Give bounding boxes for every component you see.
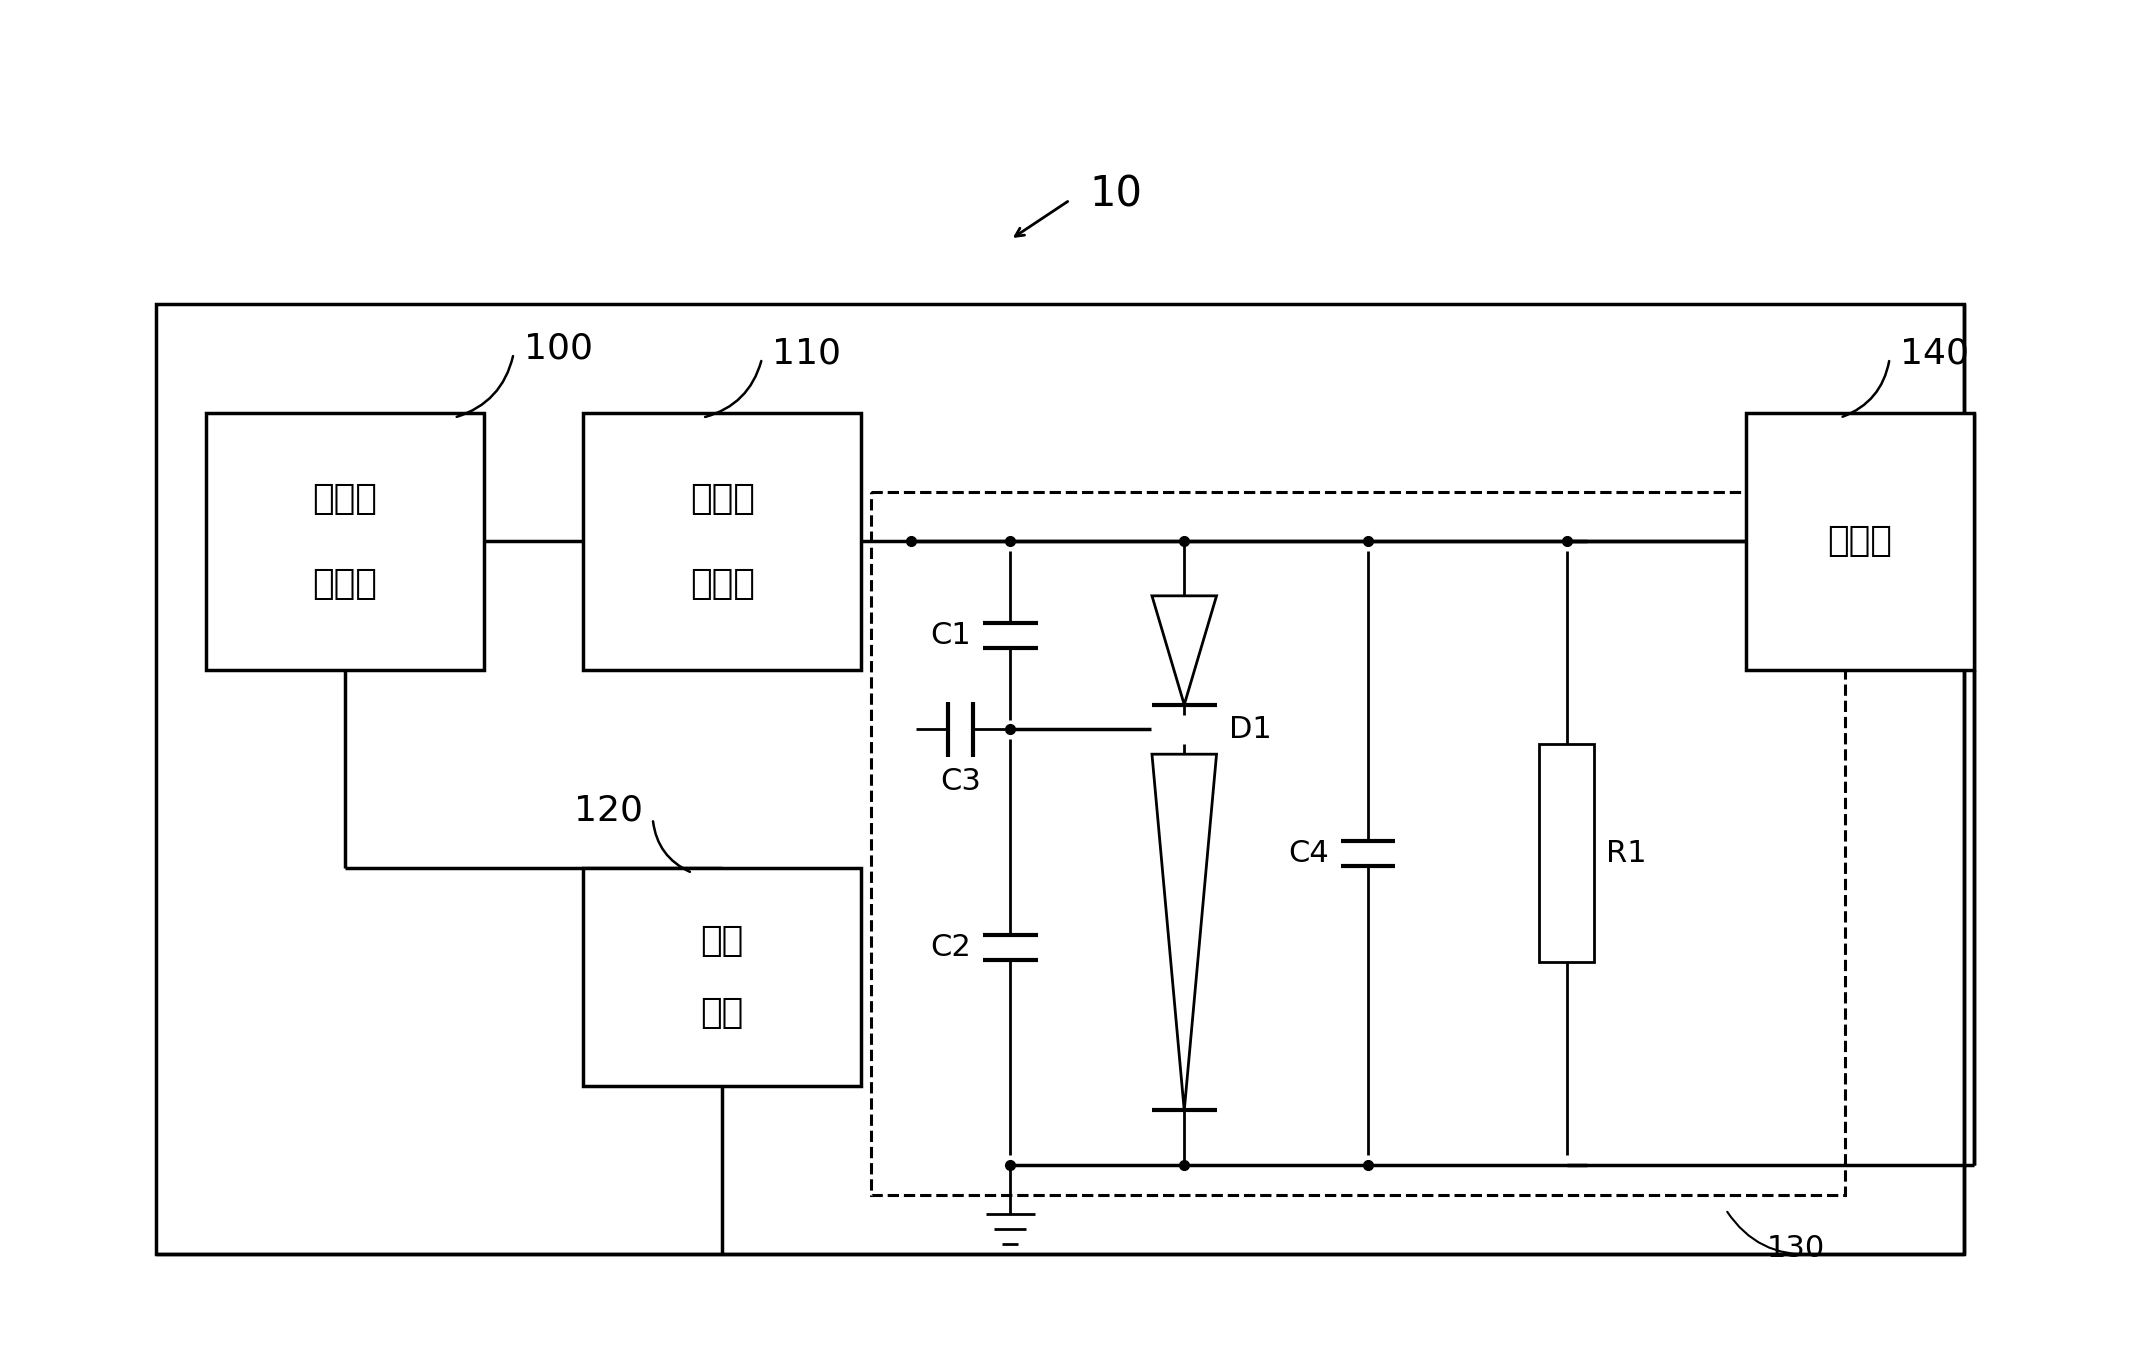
Text: 灯管组: 灯管组 [1828,525,1892,559]
Text: 100: 100 [524,331,593,365]
Text: C3: C3 [939,767,980,796]
Text: 120: 120 [574,794,642,828]
Text: 130: 130 [1768,1234,1825,1264]
Bar [205,413,484,670]
Bar [584,413,862,670]
Text: 保护: 保护 [700,924,745,958]
Bar [871,492,1845,1195]
Text: 10: 10 [1089,175,1143,216]
Text: 电路: 电路 [700,996,745,1030]
Text: 110: 110 [773,337,841,371]
Text: R1: R1 [1605,839,1646,867]
Text: 变压谐: 变压谐 [689,482,755,515]
Bar [1746,413,1973,670]
Text: D1: D1 [1228,714,1271,744]
Bar [1539,744,1594,962]
Text: C1: C1 [931,621,972,649]
Text: 驱动开: 驱动开 [312,482,377,515]
Bar [584,869,862,1085]
Text: C2: C2 [931,932,972,962]
Text: C4: C4 [1288,839,1329,867]
Text: 振电路: 振电路 [689,567,755,601]
Text: 关电路: 关电路 [312,567,377,601]
Text: 140: 140 [1900,337,1969,371]
Bar [156,304,1965,1254]
